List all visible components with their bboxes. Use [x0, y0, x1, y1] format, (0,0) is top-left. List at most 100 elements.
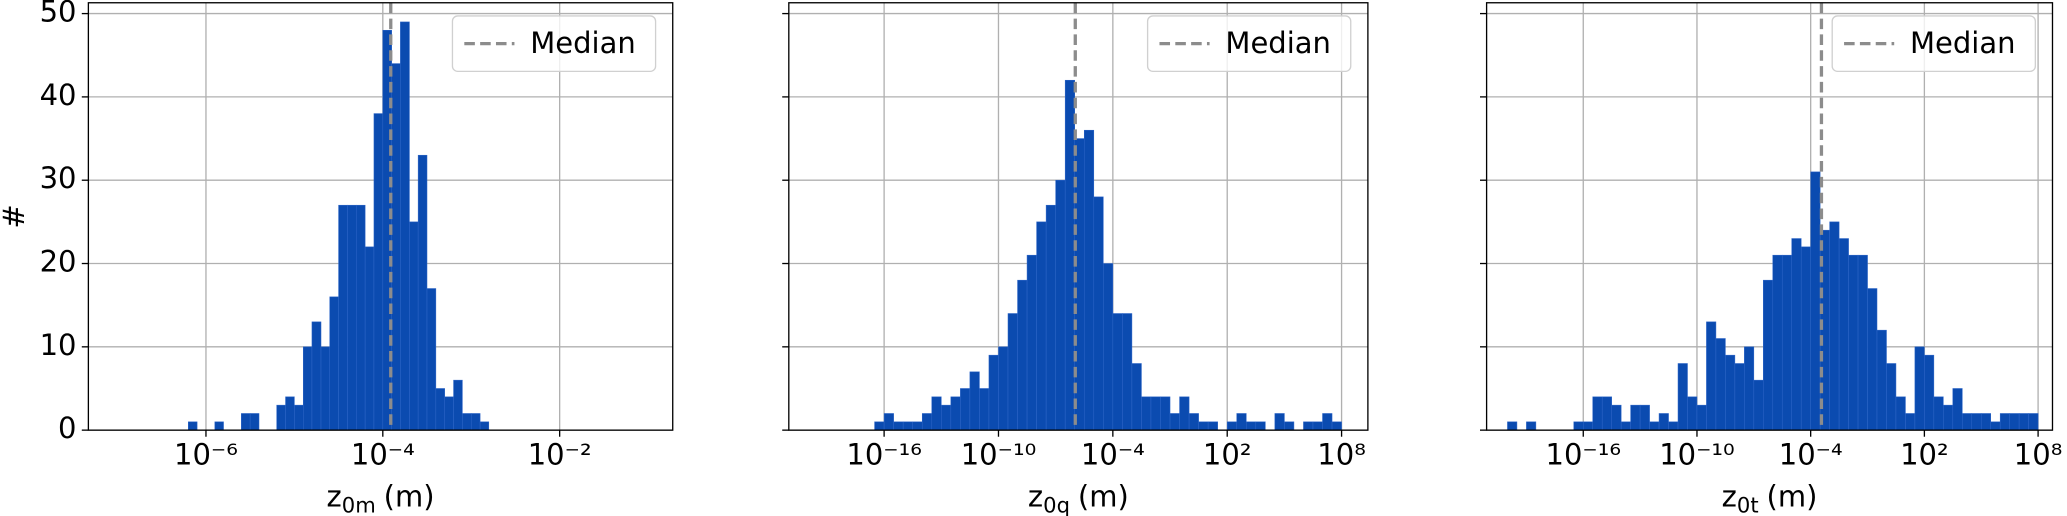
- bar: [883, 413, 894, 431]
- bar: [470, 413, 481, 431]
- bar: [426, 288, 437, 431]
- bar: [1017, 279, 1028, 431]
- x-tick-label: 10⁻¹⁰: [961, 438, 1036, 472]
- bar: [373, 113, 384, 431]
- bar: [1876, 329, 1887, 431]
- bar: [1303, 421, 1314, 431]
- bar: [874, 421, 885, 431]
- bar: [1753, 379, 1764, 431]
- x-tick-label: 10⁻¹⁶: [1546, 438, 1621, 472]
- bar: [1312, 421, 1323, 431]
- legend-box: [1831, 15, 2037, 73]
- axes-frame: [788, 2, 1369, 431]
- y-axis-label: #: [0, 204, 31, 228]
- x-axis-label-unit: (m): [1078, 480, 1129, 514]
- bar: [1083, 129, 1095, 431]
- bar: [921, 413, 933, 431]
- bar: [1829, 221, 1840, 431]
- bar: [1639, 404, 1650, 431]
- bar: [1971, 413, 1982, 431]
- y-tick-label: 40: [40, 78, 77, 112]
- bar: [1274, 413, 1285, 431]
- bar: [320, 346, 330, 431]
- x-tick-label: 10⁸: [2014, 438, 2063, 472]
- bar: [347, 204, 357, 431]
- bar: [1592, 396, 1603, 431]
- x-axis-label: z0q (m): [1028, 480, 1129, 516]
- bar: [391, 63, 401, 431]
- x-axis-label-unit: (m): [384, 480, 435, 514]
- bar: [1848, 254, 1859, 431]
- bar: [893, 421, 904, 431]
- bar: [400, 21, 410, 431]
- bar: [1198, 421, 1209, 431]
- bar: [276, 404, 286, 431]
- bar: [1677, 363, 1688, 431]
- bar: [1160, 396, 1171, 431]
- bar: [1687, 396, 1698, 431]
- bar: [1715, 338, 1726, 431]
- x-axis-label: z0t (m): [1722, 480, 1818, 516]
- bar: [1800, 246, 1811, 431]
- x-tick-label: 10²: [1900, 438, 1949, 472]
- bar: [1924, 354, 1935, 431]
- bar: [409, 221, 419, 431]
- bar: [364, 246, 375, 431]
- bar: [1141, 396, 1152, 431]
- bar: [1007, 313, 1018, 431]
- bar: [998, 346, 1009, 431]
- x-axis-label-sub: 0m: [342, 493, 376, 516]
- bar: [1055, 179, 1066, 431]
- bar: [1725, 354, 1736, 431]
- bar: [2028, 413, 2039, 431]
- x-axis-label-main: z: [1722, 480, 1737, 514]
- bar: [931, 396, 942, 431]
- bar: [1103, 263, 1114, 431]
- bar: [1696, 404, 1707, 431]
- bar: [2018, 413, 2029, 431]
- bar: [1507, 421, 1518, 431]
- bar: [1838, 238, 1849, 431]
- bar: [1112, 313, 1123, 431]
- bar: [1179, 396, 1190, 431]
- bar: [1857, 254, 1868, 431]
- bar: [1255, 421, 1266, 431]
- bar: [214, 421, 224, 431]
- legend-label: Median: [1225, 26, 1330, 60]
- bar: [1914, 346, 1925, 431]
- bar: [1611, 404, 1622, 431]
- bar: [950, 396, 961, 431]
- bar: [1122, 313, 1133, 431]
- x-tick-label: 10⁻¹⁰: [1659, 438, 1734, 472]
- bar: [285, 396, 295, 431]
- bar: [1188, 413, 1199, 431]
- x-axis-label-main: z: [1028, 480, 1043, 514]
- x-tick-label: 10⁻²: [528, 438, 592, 472]
- y-tick-label: 0: [58, 411, 76, 445]
- bar: [1322, 413, 1333, 431]
- bar: [1867, 288, 1878, 431]
- x-tick-label: 10⁸: [1317, 438, 1366, 472]
- bar: [979, 388, 990, 431]
- bar: [1905, 413, 1916, 431]
- bar: [417, 154, 428, 431]
- bar: [2009, 413, 2020, 431]
- x-axis-label-unit: (m): [1767, 480, 1818, 514]
- bar: [311, 321, 322, 431]
- y-tick-label: 20: [40, 245, 77, 279]
- axes-frame: [87, 2, 674, 431]
- x-axis-label: z0m (m): [327, 480, 435, 516]
- bar: [1781, 254, 1792, 431]
- bar: [1131, 363, 1142, 431]
- bar: [1620, 421, 1631, 431]
- bar: [1045, 204, 1056, 431]
- bar: [1246, 421, 1257, 431]
- bar: [1933, 396, 1944, 431]
- bar: [329, 296, 339, 431]
- bar: [1810, 171, 1821, 431]
- bar: [1573, 421, 1584, 431]
- bar: [1990, 421, 2001, 431]
- y-tick-label: 10: [40, 328, 77, 362]
- bar: [1601, 396, 1612, 431]
- bar: [1207, 421, 1218, 431]
